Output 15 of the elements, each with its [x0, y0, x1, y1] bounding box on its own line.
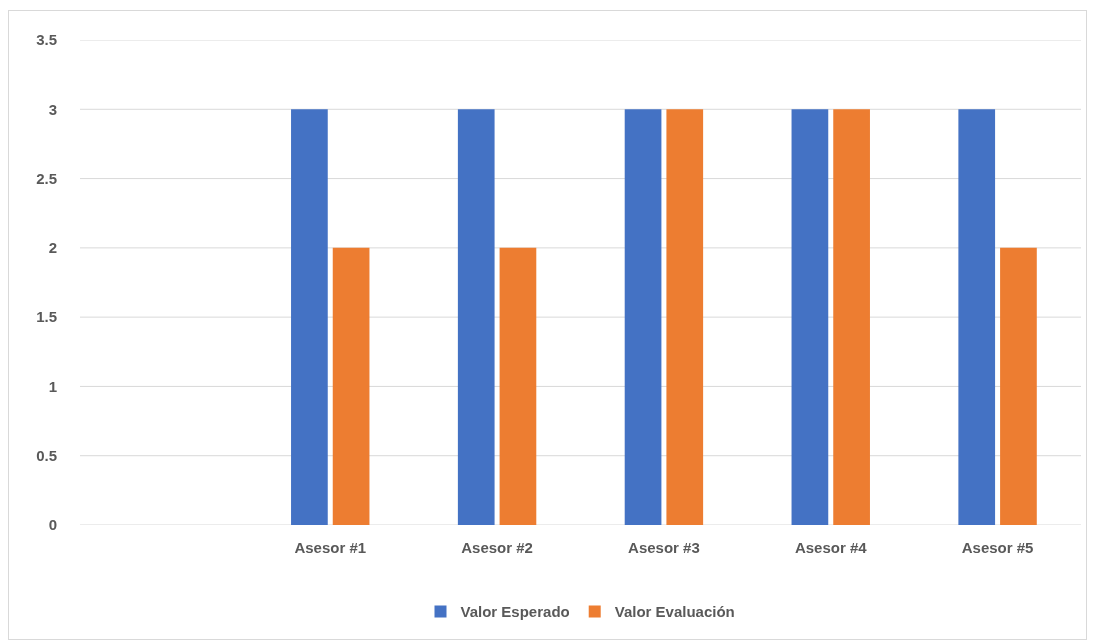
- x-tick-label: Asesor #3: [628, 539, 700, 556]
- x-tick-label: Asesor #1: [294, 539, 367, 556]
- y-tick-label: 3.5: [36, 31, 57, 49]
- y-tick-label: 2.5: [36, 169, 57, 187]
- y-tick-label: 2: [48, 239, 57, 257]
- y-tick-label: 1: [48, 377, 57, 395]
- x-tick-label: Asesor #4: [794, 539, 868, 556]
- x-tick-label: Asesor #5: [961, 539, 1034, 556]
- x-tick-label: Asesor #2: [461, 539, 533, 556]
- y-tick-label: 0: [48, 516, 57, 534]
- y-tick-label: 3: [48, 100, 57, 118]
- legend-label: Valor Esperado: [460, 603, 570, 621]
- legend-label: Valor Evaluación: [614, 603, 735, 621]
- y-tick-label: 0.5: [36, 446, 57, 464]
- y-tick-label: 1.5: [36, 308, 57, 326]
